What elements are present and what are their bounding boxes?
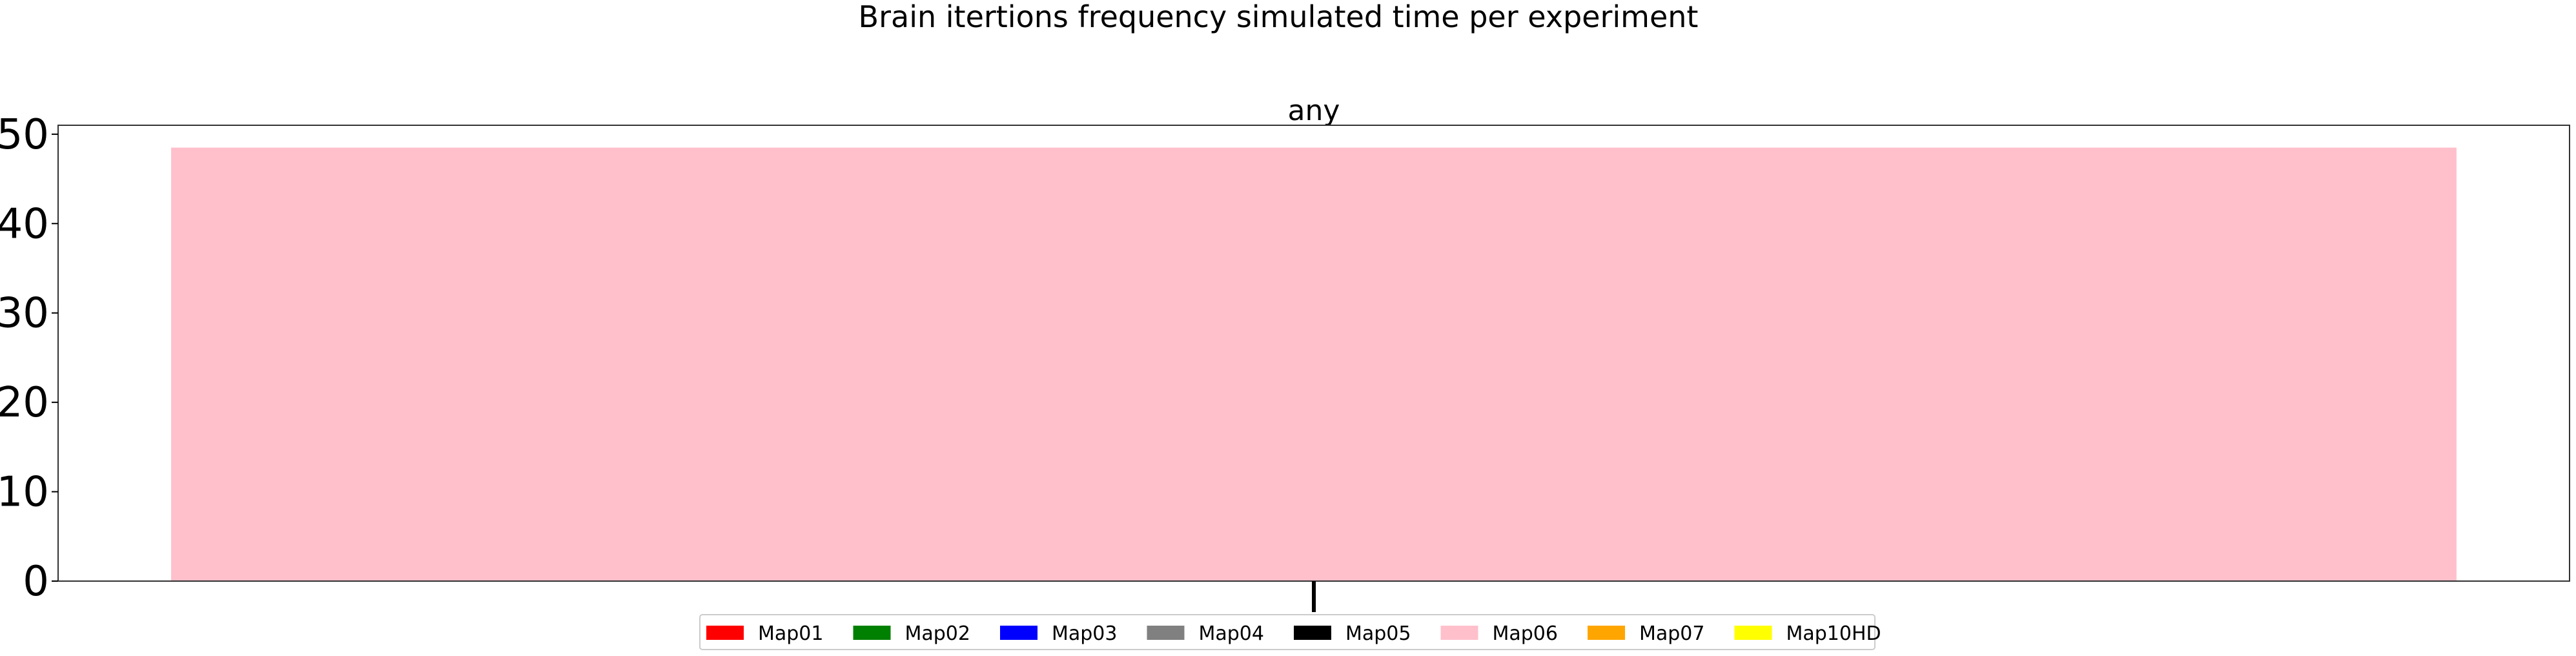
- legend-label-map01: Map01: [758, 622, 823, 645]
- legend-swatch-map01: [706, 626, 744, 640]
- legend-label-map10hd: Map10HD: [1786, 622, 1881, 645]
- legend-label-map05: Map05: [1345, 622, 1411, 645]
- y-tick-label: 50: [0, 111, 49, 159]
- legend-swatch-map04: [1147, 626, 1185, 640]
- plot-area: 0 10 20 30 40 50: [0, 111, 2570, 612]
- y-tick-label: 20: [0, 379, 49, 427]
- y-tick-label: 10: [0, 469, 49, 517]
- legend-label-map02: Map02: [905, 622, 970, 645]
- legend-swatch-map05: [1294, 626, 1331, 640]
- y-tick-label: 0: [23, 558, 49, 606]
- legend-label-map04: Map04: [1199, 622, 1264, 645]
- bar-map06: [171, 147, 2457, 581]
- legend-swatch-map02: [853, 626, 891, 640]
- axes-title: any: [1288, 94, 1340, 127]
- legend-swatch-map07: [1588, 626, 1625, 640]
- legend-label-map03: Map03: [1052, 622, 1117, 645]
- legend-frame: [699, 614, 1876, 650]
- legend-swatch-map03: [1000, 626, 1038, 640]
- legend-swatch-map06: [1440, 626, 1478, 640]
- legend-label-map07: Map07: [1639, 622, 1704, 645]
- legend-label-map06: Map06: [1493, 622, 1558, 645]
- legend-swatch-map10hd: [1734, 626, 1772, 640]
- y-tick-label: 30: [0, 290, 49, 338]
- figure-suptitle: Brain itertions frequency simulated time…: [859, 0, 1699, 34]
- legend: Map01 Map02 Map03 Map04 Map05 Map06 Map07 Map10…: [699, 614, 1881, 650]
- y-tick-label: 40: [0, 200, 49, 248]
